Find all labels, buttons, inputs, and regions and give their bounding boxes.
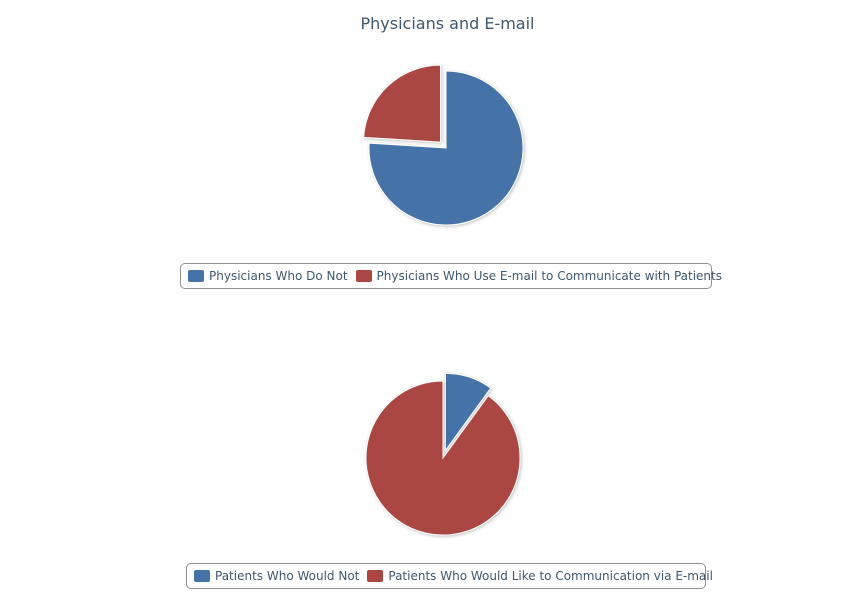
legend-label: Physicians Who Use E-mail to Communicate… — [376, 269, 722, 283]
legend-label: Patients Who Would Not — [215, 569, 360, 583]
legend-swatch-red — [355, 270, 372, 282]
legend-label: Patients Who Would Like to Communication… — [388, 569, 713, 583]
pie-slice-1[interactable] — [368, 70, 524, 226]
legend-swatch-red — [367, 570, 384, 582]
legend-label: Physicians Who Do Not — [209, 269, 348, 283]
legend-item-physicians-use-email[interactable]: Physicians Who Use E-mail to Communicate… — [355, 269, 722, 283]
legend-swatch-blue — [194, 570, 210, 582]
legend-swatch-blue — [188, 270, 204, 282]
pie-chart-patients — [365, 372, 521, 536]
legend-item-patients-would-like[interactable]: Patients Who Would Like to Communication… — [367, 569, 713, 583]
pie-chart-physicians — [363, 64, 524, 226]
pie-slice-2[interactable] — [365, 380, 521, 536]
legend-physicians: Physicians Who Do Not Physicians Who Use… — [180, 263, 722, 289]
chart-title: Physicians and E-mail — [360, 14, 535, 33]
legend-item-patients-would-not[interactable]: Patients Who Would Not — [194, 569, 359, 583]
pie-slice-1[interactable] — [444, 372, 492, 452]
pie-slice-2[interactable] — [363, 64, 442, 143]
legend-patients: Patients Who Would Not Patients Who Woul… — [186, 563, 713, 589]
legend-item-physicians-do-not[interactable]: Physicians Who Do Not — [188, 269, 348, 283]
